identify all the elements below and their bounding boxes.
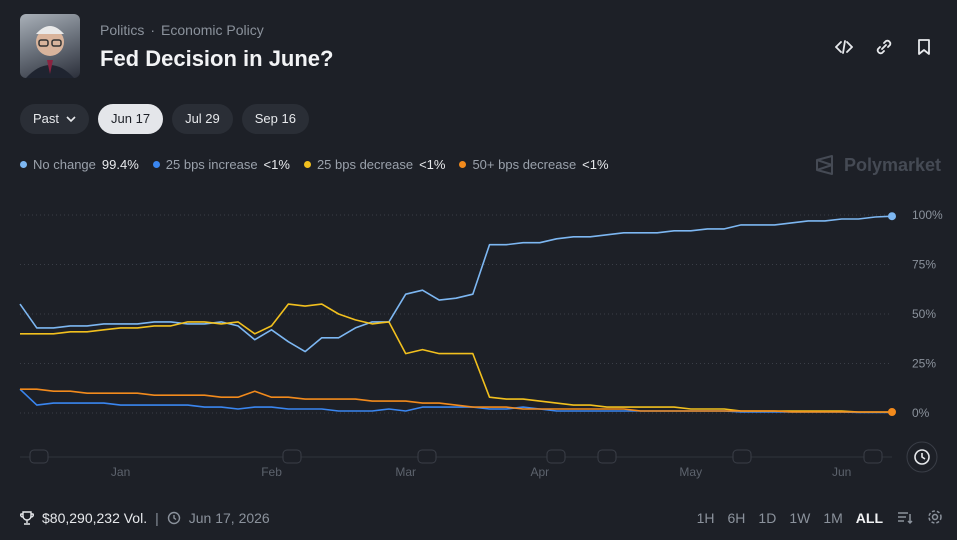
y-tick-label: 100% — [912, 208, 943, 222]
link-icon[interactable] — [875, 38, 893, 56]
legend-item: 50+ bps decrease <1% — [459, 157, 609, 172]
legend-name: 50+ bps decrease — [472, 157, 577, 172]
legend-swatch — [152, 161, 160, 168]
end-dot — [888, 408, 896, 417]
y-tick-label: 0% — [912, 406, 930, 420]
date-tab[interactable]: Jul 29 — [172, 104, 233, 134]
x-tick-label: Apr — [531, 465, 550, 479]
portrait — [26, 26, 74, 78]
date-tab[interactable]: Jun 17 — [98, 104, 164, 134]
x-tick-label: Jun — [832, 465, 851, 479]
range-handle — [863, 449, 883, 464]
date-tabs: Past Jun 17 Jul 29 Sep 16 — [20, 104, 309, 134]
range-handle — [282, 449, 302, 464]
header-actions — [835, 38, 933, 56]
embed-icon[interactable] — [835, 38, 853, 56]
range-handle — [29, 449, 49, 464]
brand: Polymarket — [814, 154, 941, 176]
clock-icon — [167, 511, 180, 525]
legend-item: 25 bps decrease <1% — [303, 157, 446, 172]
separator: · — [150, 22, 156, 38]
range-handle — [597, 449, 617, 464]
range-option[interactable]: 1H — [696, 510, 715, 526]
volume: $80,290,232 Vol. — [42, 510, 148, 526]
legend-item: No change 99.4% — [20, 157, 139, 172]
range-option[interactable]: 1D — [758, 510, 777, 526]
settings-icon[interactable] — [927, 509, 943, 525]
date-tab[interactable]: Past — [20, 104, 90, 134]
range-option[interactable]: 6H — [727, 510, 746, 526]
legend-value: <1% — [263, 157, 290, 172]
legend-swatch — [303, 161, 311, 168]
market-title: Fed Decision in June? — [100, 46, 334, 71]
y-tick-label: 50% — [912, 307, 936, 321]
trophy-icon — [20, 511, 34, 525]
legend-value: <1% — [419, 157, 446, 172]
range-handle — [732, 449, 752, 464]
series-line — [19, 388, 892, 414]
separator: | — [155, 510, 159, 526]
range-selector: 1H 6H 1D 1W 1M ALL — [697, 510, 883, 526]
range-option[interactable]: 1W — [789, 510, 811, 526]
legend-value: <1% — [582, 157, 609, 172]
clock-hands — [921, 453, 926, 460]
legend-swatch — [20, 161, 27, 168]
breadcrumb-item[interactable]: Politics — [100, 22, 145, 38]
legend-name: No change — [33, 157, 96, 172]
x-tick-label: Feb — [261, 465, 282, 479]
y-tick-label: 25% — [912, 357, 936, 371]
legend-value: 99.4% — [101, 157, 139, 172]
history-button[interactable] — [906, 441, 938, 473]
sort-icon[interactable] — [897, 509, 913, 525]
legend-name: 25 bps decrease — [316, 157, 414, 172]
legend-item: 25 bps increase <1% — [152, 157, 290, 172]
legend-name: 25 bps increase — [165, 157, 258, 172]
clock-face — [914, 449, 930, 465]
brand-name: Polymarket — [843, 154, 941, 175]
breadcrumb-item[interactable]: Economic Policy — [161, 22, 264, 38]
range-handle — [417, 449, 437, 464]
series-line — [20, 388, 892, 413]
x-tick-label: Mar — [395, 465, 416, 479]
breadcrumb: Politics · Economic Policy — [100, 22, 264, 38]
legend-swatch — [459, 161, 467, 168]
series-line — [20, 303, 892, 413]
end-dot — [888, 212, 896, 221]
bookmark-icon[interactable] — [915, 38, 933, 56]
market-stats: $80,290,232 Vol. | Jun 17, 2026 — [20, 510, 270, 526]
x-tick-label: Jan — [111, 465, 130, 479]
end-date: Jun 17, 2026 — [188, 510, 270, 526]
range-option[interactable]: ALL — [855, 510, 883, 526]
market-image — [20, 14, 80, 78]
series-line — [19, 215, 893, 353]
range-handle — [546, 449, 566, 464]
range-option[interactable]: 1M — [823, 510, 843, 526]
x-tick-label: May — [679, 465, 702, 479]
y-tick-label: 75% — [912, 258, 936, 272]
legend: No change 99.4% 25 bps increase <1% 25 bps d… — [20, 157, 609, 172]
date-tab[interactable]: Sep 16 — [241, 104, 309, 134]
chevron — [66, 116, 76, 123]
chart-tools — [897, 509, 943, 525]
brand-logo — [815, 155, 833, 175]
